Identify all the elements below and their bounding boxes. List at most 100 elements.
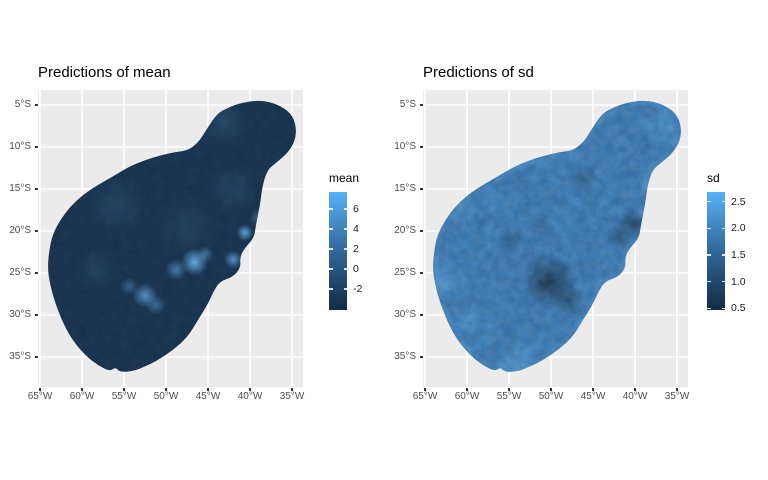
y-tick-label: 35°S	[9, 351, 31, 362]
x-tick-label: 55°W	[496, 391, 522, 402]
y-tick-mark	[419, 188, 423, 190]
legend-sd: sd 2.5 2.0 1.5 1.0 0.5	[707, 171, 768, 314]
legend-title: mean	[329, 171, 360, 185]
legend-tick-mark	[721, 254, 725, 256]
y-tick-mark	[419, 230, 423, 232]
colorbar-gradient	[329, 192, 347, 310]
y-tick-mark	[34, 230, 38, 232]
x-tick-label: 35°W	[279, 391, 305, 402]
y-tick-label: 5°S	[14, 99, 31, 110]
legend-tick-mark	[707, 227, 711, 230]
legend-tick-label: 6	[353, 203, 359, 215]
y-tick-mark	[34, 146, 38, 148]
y-tick-label: 30°S	[394, 309, 416, 320]
legend-tick-mark	[329, 248, 333, 250]
x-tick-label: 45°W	[195, 391, 221, 402]
legend-mean: mean 6 4 2 0 -2	[329, 171, 399, 310]
mean-figure: Predictions of mean 65°W 60°W 55°W 50°W 45°W…	[9, 64, 362, 402]
y-tick-mark	[419, 356, 423, 358]
x-tick-mark	[81, 387, 83, 391]
y-tick-mark	[34, 356, 38, 358]
legend-tick-label: 4	[353, 223, 359, 235]
sd-figure: Predictions of sd 65°W 60°W 55°W 50°W 45°W 40…	[385, 0, 768, 480]
legend-colorbar: 6 4 2 0 -2	[329, 192, 362, 310]
legend-tick-label: 2.0	[731, 222, 746, 235]
x-tick-mark	[634, 387, 636, 391]
x-tick-label: 40°W	[622, 391, 648, 402]
y-tick-mark	[34, 104, 38, 106]
x-tick-mark	[466, 387, 468, 391]
legend-tick-mark	[343, 228, 347, 230]
y-tick-mark	[419, 146, 423, 148]
x-tick-mark	[508, 387, 510, 391]
plot-title-sd: Predictions of sd	[423, 64, 534, 81]
legend-tick-mark	[721, 280, 725, 283]
legend-tick-mark	[343, 268, 347, 270]
x-tick-label: 50°W	[538, 391, 564, 402]
y-tick-label: 25°S	[394, 267, 416, 278]
map-canvas	[423, 90, 688, 387]
legend-tick-mark	[329, 268, 333, 270]
legend-tick-label: 1.5	[731, 249, 746, 261]
legend-tick-label: 1.0	[731, 275, 746, 288]
legend-tick-label: 0.5	[731, 302, 746, 315]
x-tick-mark	[123, 387, 125, 391]
legend-colorbar: 2.5 2.0 1.5 1.0 0.5	[707, 192, 746, 314]
legend-tick-mark	[329, 288, 333, 290]
map-panel-mean	[38, 90, 303, 387]
x-tick-mark	[39, 387, 41, 391]
y-tick-label: 15°S	[394, 183, 416, 194]
legend-tick-mark	[707, 254, 711, 256]
legend-title: sd	[707, 171, 720, 185]
legend-tick-mark	[343, 208, 347, 210]
x-tick-mark	[424, 387, 426, 391]
y-tick-mark	[34, 272, 38, 274]
y-tick-mark	[419, 104, 423, 106]
y-tick-label: 15°S	[9, 183, 31, 194]
legend-tick-mark	[343, 288, 347, 290]
legend-tick-mark	[707, 280, 711, 283]
x-tick-mark	[550, 387, 552, 391]
legend-tick-label: 2.5	[731, 195, 746, 208]
x-tick-label: 40°W	[237, 391, 263, 402]
legend-tick-mark	[329, 228, 333, 230]
legend-tick-label: 2	[353, 243, 359, 255]
y-tick-mark	[34, 188, 38, 190]
map-panel-sd	[423, 90, 688, 387]
y-tick-label: 5°S	[399, 99, 416, 110]
y-tick-mark	[419, 272, 423, 274]
x-tick-mark	[676, 387, 678, 391]
x-tick-label: 45°W	[580, 391, 606, 402]
y-tick-label: 25°S	[9, 267, 31, 278]
y-tick-label: 10°S	[9, 141, 31, 152]
x-tick-label: 60°W	[69, 391, 95, 402]
legend-tick-mark	[329, 208, 333, 210]
x-tick-label: 65°W	[27, 391, 53, 402]
map-canvas	[38, 90, 303, 387]
x-tick-mark	[592, 387, 594, 391]
x-tick-mark	[249, 387, 251, 391]
x-tick-mark	[207, 387, 209, 391]
y-tick-mark	[419, 314, 423, 316]
x-tick-mark	[291, 387, 293, 391]
x-tick-label: 55°W	[111, 391, 137, 402]
legend-tick-label: 0	[353, 263, 359, 275]
x-tick-label: 35°W	[664, 391, 690, 402]
legend-tick-mark	[721, 227, 725, 230]
colorbar-gradient	[707, 192, 725, 310]
legend-tick-mark	[707, 307, 711, 310]
legend-tick-mark	[721, 307, 725, 310]
x-tick-label: 65°W	[412, 391, 438, 402]
y-tick-mark	[34, 314, 38, 316]
x-tick-mark	[165, 387, 167, 391]
x-tick-label: 50°W	[153, 391, 179, 402]
x-tick-label: 60°W	[454, 391, 480, 402]
y-tick-label: 20°S	[394, 225, 416, 236]
y-tick-label: 10°S	[394, 141, 416, 152]
y-tick-label: 30°S	[9, 309, 31, 320]
legend-tick-label: -2	[353, 283, 363, 295]
legend-tick-mark	[721, 200, 725, 203]
y-tick-label: 20°S	[9, 225, 31, 236]
legend-tick-mark	[343, 248, 347, 250]
